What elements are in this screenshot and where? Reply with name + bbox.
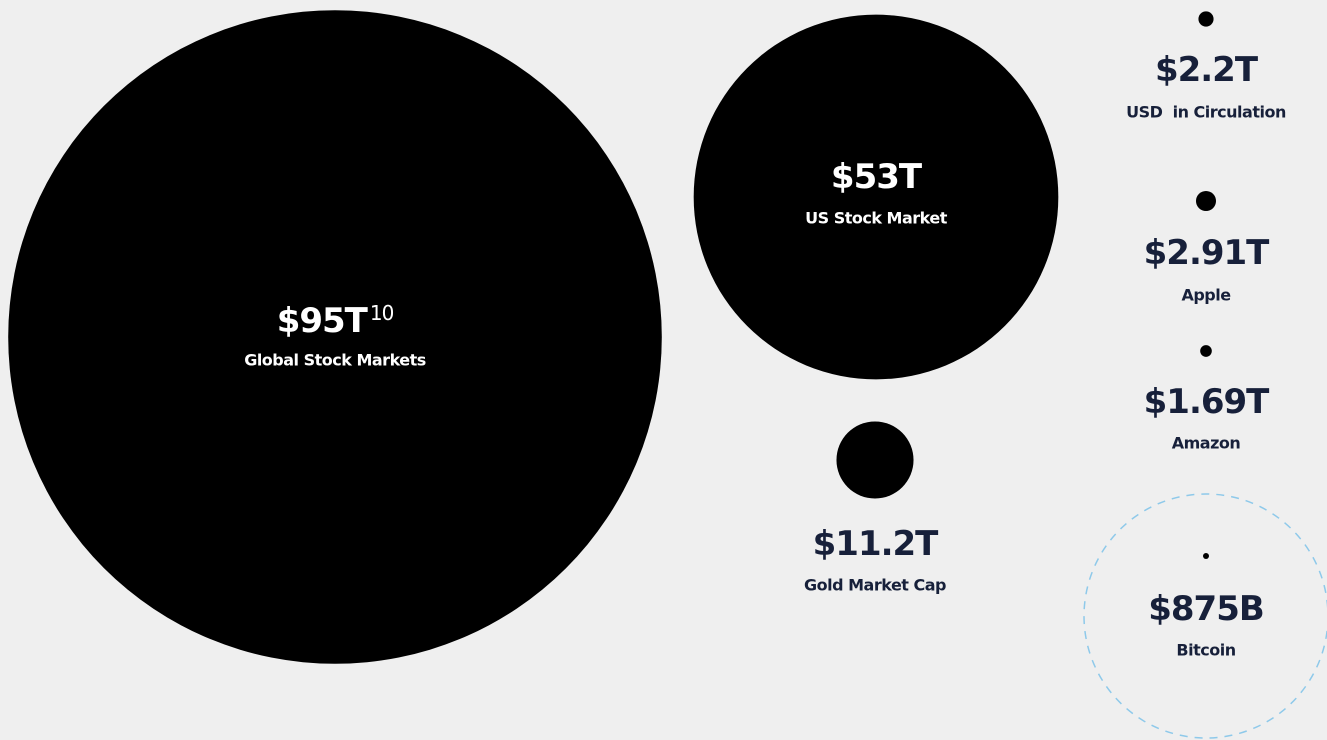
value-text: $53T — [831, 157, 923, 197]
value-label: $875B — [1148, 589, 1264, 629]
bubble — [8, 10, 662, 664]
value-label: $1.69T — [1144, 382, 1271, 422]
value-text: $95T — [277, 301, 369, 341]
value-text: $1.69T — [1144, 382, 1271, 422]
value-label: $2.2T — [1155, 50, 1259, 90]
bubble — [836, 421, 914, 499]
category-label: Gold Market Cap — [804, 576, 946, 595]
bubble — [693, 14, 1059, 380]
value-text: $875B — [1148, 589, 1264, 629]
bubble — [1200, 345, 1212, 357]
value-label: $95T 10 — [277, 301, 394, 341]
category-label: Bitcoin — [1176, 641, 1235, 660]
value-label: $11.2T — [813, 524, 940, 564]
value-text: $11.2T — [813, 524, 940, 564]
highlight-ring — [1083, 493, 1327, 739]
category-label: Amazon — [1172, 434, 1241, 453]
bubble — [1198, 11, 1214, 27]
footnote: 10 — [370, 301, 394, 325]
bubble — [1195, 190, 1217, 212]
value-text: $2.91T — [1144, 233, 1271, 273]
value-label: $53T — [831, 157, 923, 197]
category-label: Global Stock Markets — [244, 351, 426, 370]
category-label: US Stock Market — [805, 209, 948, 228]
value-text: $2.2T — [1155, 50, 1259, 90]
category-label: USD in Circulation — [1126, 103, 1286, 122]
bubble — [1202, 552, 1210, 560]
category-label: Apple — [1181, 286, 1231, 305]
value-label: $2.91T — [1144, 233, 1271, 273]
